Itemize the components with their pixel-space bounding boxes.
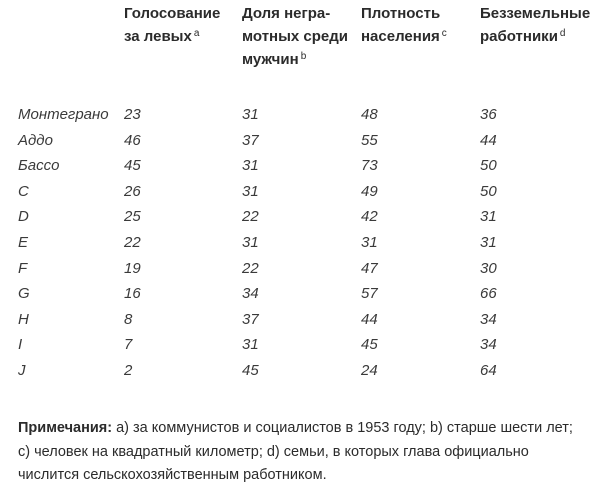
value-cell: 37 bbox=[242, 131, 259, 149]
header-line: мотных среди bbox=[242, 28, 349, 45]
value-cell: 19 bbox=[124, 259, 141, 277]
header-population-density: Плотность населения c bbox=[361, 2, 447, 48]
row-label-cell: E bbox=[18, 233, 29, 251]
header-left-vote: Голосование за левых a bbox=[124, 2, 220, 48]
value-cell: 45 bbox=[242, 361, 259, 379]
header-line: населения c bbox=[361, 25, 447, 48]
row-label-cell: С bbox=[18, 182, 29, 200]
table-row: С 26 31 49 50 bbox=[0, 181, 600, 207]
table-row: F 19 22 47 30 bbox=[0, 258, 600, 284]
value-cell: 7 bbox=[124, 336, 133, 354]
header-landless-workers: Безземельные работники d bbox=[480, 2, 590, 48]
value-cell: 42 bbox=[361, 208, 378, 226]
footnote-marker: a bbox=[193, 28, 200, 39]
value-cell: 34 bbox=[242, 285, 259, 303]
value-cell: 26 bbox=[124, 182, 141, 200]
value-cell: 22 bbox=[242, 208, 259, 226]
value-cell: 34 bbox=[480, 336, 497, 354]
value-cell: 25 bbox=[124, 208, 141, 226]
value-cell: 66 bbox=[480, 285, 497, 303]
value-cell: 31 bbox=[480, 233, 497, 251]
value-cell: 31 bbox=[242, 182, 259, 200]
table-row: H 8 37 44 34 bbox=[0, 309, 600, 335]
header-line: работники d bbox=[480, 25, 590, 48]
row-label-cell: G bbox=[18, 285, 30, 303]
header-line: за левых a bbox=[124, 25, 220, 48]
value-cell: 50 bbox=[480, 182, 497, 200]
value-cell: 64 bbox=[480, 361, 497, 379]
value-cell: 22 bbox=[242, 259, 259, 277]
value-cell: 57 bbox=[361, 285, 378, 303]
footnote-marker: c bbox=[441, 28, 447, 39]
table-row: J 2 45 24 64 bbox=[0, 360, 600, 386]
value-cell: 36 bbox=[480, 106, 497, 123]
header-line-text: мужчин bbox=[242, 51, 299, 68]
value-cell: 31 bbox=[242, 233, 259, 251]
table-row: Бассо 45 31 73 50 bbox=[0, 155, 600, 181]
header-illiterate-men: Доля негра- мотных среди мужчин b bbox=[242, 2, 348, 71]
row-label-cell: Бассо bbox=[18, 157, 60, 175]
value-cell: 55 bbox=[361, 131, 378, 149]
value-cell: 44 bbox=[361, 310, 378, 328]
table-row: I 7 31 45 34 bbox=[0, 334, 600, 360]
header-line: мужчин b bbox=[242, 48, 348, 71]
value-cell: 45 bbox=[124, 157, 141, 175]
value-cell: 16 bbox=[124, 285, 141, 303]
value-cell: 37 bbox=[242, 310, 259, 328]
value-cell: 47 bbox=[361, 259, 378, 277]
value-cell: 31 bbox=[242, 336, 259, 354]
table-row: E 22 31 31 31 bbox=[0, 232, 600, 258]
row-label-cell: J bbox=[18, 361, 26, 379]
footnote-marker: b bbox=[300, 51, 307, 62]
value-cell: 73 bbox=[361, 157, 378, 175]
row-label-cell: Аддо bbox=[18, 131, 53, 149]
table-row: D 25 22 42 31 bbox=[0, 206, 600, 232]
value-cell: 22 bbox=[124, 233, 141, 251]
header-line-text: работники bbox=[480, 28, 558, 45]
header-line: Плотность bbox=[361, 5, 441, 22]
value-cell: 45 bbox=[361, 336, 378, 354]
header-line: Голосование bbox=[124, 5, 221, 22]
table-body: Монтеграно 23 31 48 36 Аддо 46 37 55 44 Бассо 45 31 7… bbox=[0, 104, 600, 386]
value-cell: 23 bbox=[124, 106, 141, 123]
table-row: G 16 34 57 66 bbox=[0, 283, 600, 309]
header-line-text: за левых bbox=[124, 28, 192, 45]
value-cell: 46 bbox=[124, 131, 141, 149]
value-cell: 44 bbox=[480, 131, 497, 149]
value-cell: 31 bbox=[480, 208, 497, 226]
header-line: Доля негра- bbox=[242, 5, 331, 22]
value-cell: 50 bbox=[480, 157, 497, 175]
row-label-cell: F bbox=[18, 259, 28, 277]
table-row: Аддо 46 37 55 44 bbox=[0, 130, 600, 156]
value-cell: 49 bbox=[361, 182, 378, 200]
footnote-marker: d bbox=[559, 28, 566, 39]
notes-label: Примечания: bbox=[18, 420, 113, 436]
value-cell: 31 bbox=[242, 106, 259, 123]
value-cell: 48 bbox=[361, 106, 378, 123]
value-cell: 2 bbox=[124, 361, 133, 379]
notes-text: a) за коммунистов и социалистов в 1953 г… bbox=[18, 420, 573, 483]
value-cell: 31 bbox=[242, 157, 259, 175]
value-cell: 31 bbox=[361, 233, 378, 251]
row-label-cell: D bbox=[18, 208, 29, 226]
row-label-cell: Монтеграно bbox=[18, 106, 109, 123]
value-cell: 30 bbox=[480, 259, 497, 277]
value-cell: 8 bbox=[124, 310, 133, 328]
row-label-cell: I bbox=[18, 336, 23, 354]
table-row: Монтеграно 23 31 48 36 bbox=[0, 104, 600, 130]
value-cell: 34 bbox=[480, 310, 497, 328]
value-cell: 24 bbox=[361, 361, 378, 379]
notes-paragraph: Примечания: a) за коммунистов и социалис… bbox=[18, 417, 588, 488]
row-label-cell: H bbox=[18, 310, 29, 328]
header-line-text: населения bbox=[361, 28, 440, 45]
header-line: Безземельные bbox=[480, 5, 591, 22]
